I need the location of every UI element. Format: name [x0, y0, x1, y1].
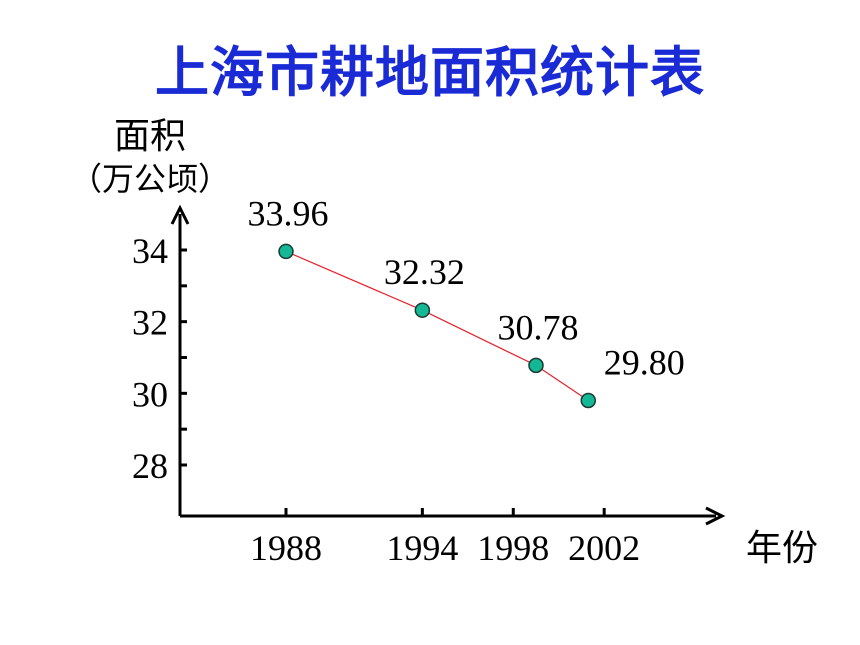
y-axis-unit: （万公顷）	[70, 161, 230, 197]
y-axis-title: 面积	[114, 116, 186, 156]
data-label: 33.96	[248, 193, 329, 233]
x-tick-label: 1998	[477, 528, 549, 568]
axes: 面积 （万公顷） 年份	[70, 116, 818, 568]
x-tick-label: 1988	[250, 528, 322, 568]
x-axis-title: 年份	[746, 528, 818, 568]
x-tick-label: 2002	[568, 528, 640, 568]
x-tick-label: 1994	[386, 528, 458, 568]
value-labels: 33.96 32.32 30.78 29.80	[248, 193, 685, 382]
chart-title: 上海市耕地面积统计表	[155, 41, 705, 104]
data-point	[528, 357, 544, 374]
x-ticks: 1988 1994 1998 2002	[250, 508, 640, 568]
y-ticks: 34 32 30 28	[132, 231, 187, 486]
y-tick-label: 28	[132, 446, 168, 486]
y-tick-label: 34	[132, 231, 168, 271]
data-point	[278, 243, 294, 260]
series-polyline	[285, 250, 589, 401]
y-tick-label: 32	[132, 303, 168, 343]
y-axis-arrow	[170, 204, 190, 225]
data-label: 30.78	[498, 307, 579, 347]
data-label: 32.32	[384, 252, 465, 292]
data-point	[580, 392, 597, 409]
data-point	[414, 302, 431, 318]
series-line	[278, 243, 597, 409]
y-tick-label: 30	[132, 374, 168, 414]
x-axis-arrow	[705, 506, 726, 526]
data-label: 29.80	[604, 343, 685, 383]
